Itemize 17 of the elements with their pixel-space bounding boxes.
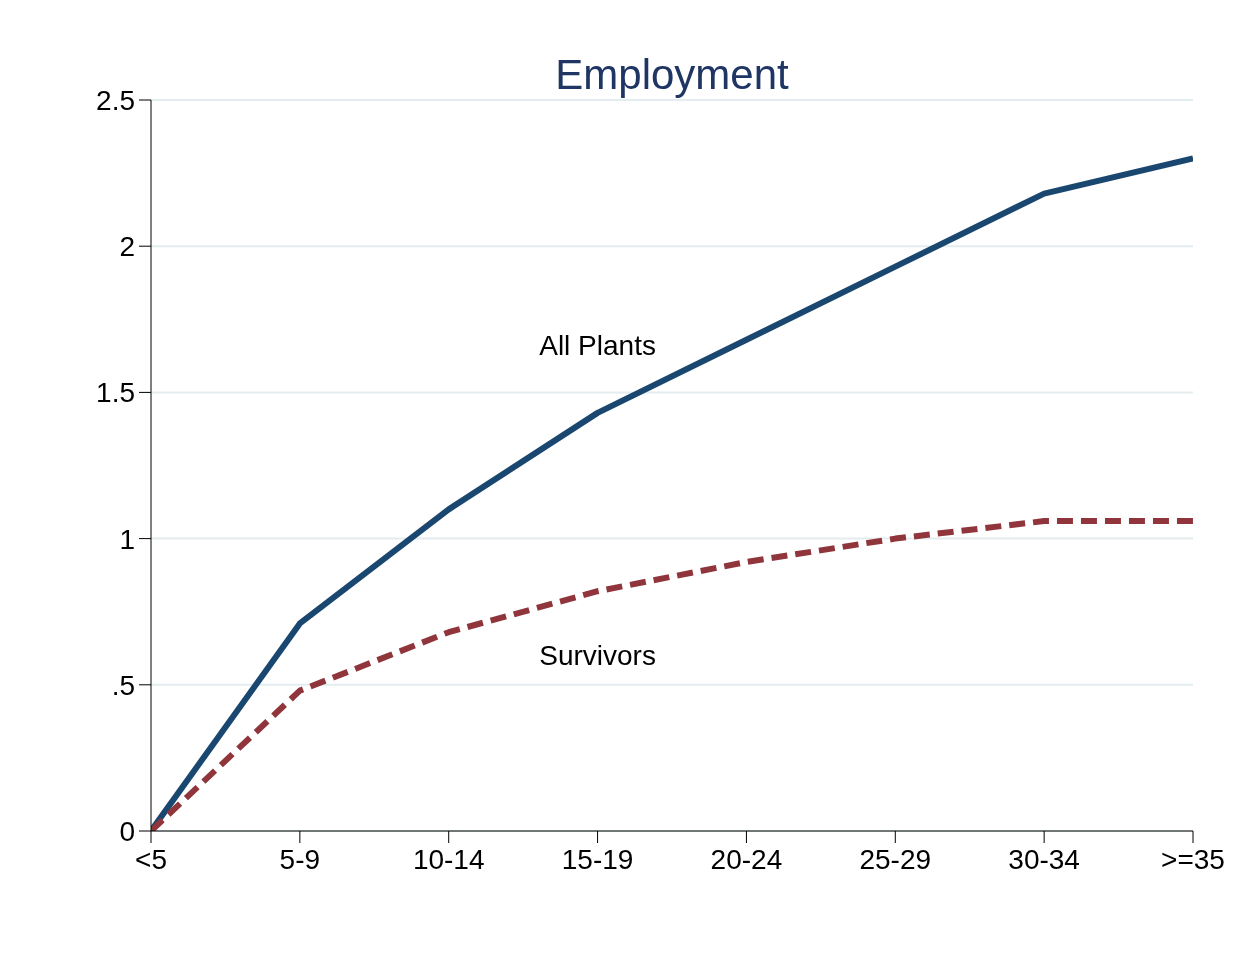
y-tick-label: .5: [111, 669, 135, 701]
x-tick-label: 25-29: [859, 843, 932, 875]
y-tick-label: 2.5: [96, 84, 135, 116]
x-tick-label: 10-14: [412, 843, 485, 875]
x-tick-label: 5-9: [279, 843, 321, 875]
y-tick-label: 0: [119, 815, 135, 847]
series-label: All Plants: [539, 329, 656, 361]
chart-title: Employment: [554, 50, 790, 100]
series-label: Survivors: [539, 640, 656, 672]
x-tick-label: >=35: [1161, 843, 1225, 875]
x-tick-label: <5: [135, 843, 167, 875]
y-tick-label: 1.5: [96, 377, 135, 409]
x-tick-label: 30-34: [1008, 843, 1080, 875]
y-tick-label: 2: [119, 231, 135, 263]
y-tick-label: 1: [119, 523, 135, 555]
x-tick-label: 20-24: [710, 843, 783, 875]
x-tick-label: 15-19: [561, 843, 634, 875]
